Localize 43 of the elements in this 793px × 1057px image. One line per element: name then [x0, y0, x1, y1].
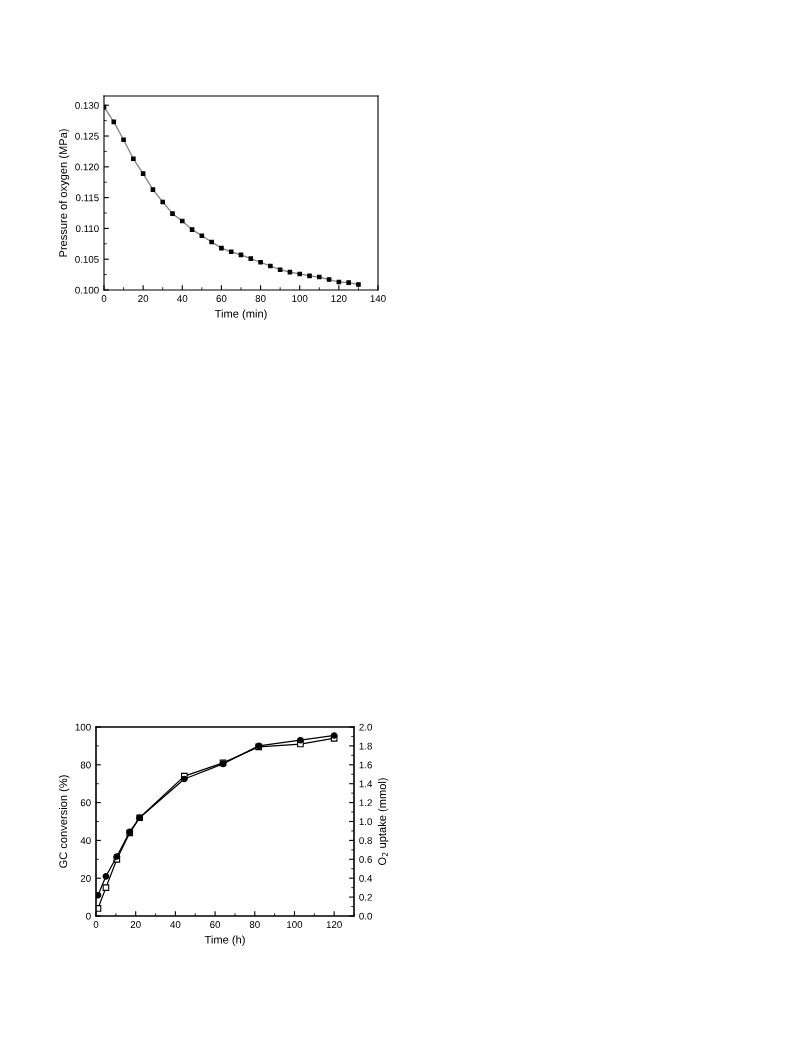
- x-tick-label: 80: [255, 295, 266, 302]
- x-tick-label: 20: [138, 295, 149, 302]
- y-tick-label: 0.105: [75, 255, 99, 263]
- y2-tick-label: 1.4: [359, 780, 373, 788]
- y-tick-label: 20: [80, 874, 91, 882]
- y2-tick-label: 0.0: [359, 912, 372, 920]
- x-tick-label: 40: [177, 295, 188, 302]
- y-tick-label: 0.110: [75, 225, 99, 233]
- x-tick-label: 0: [101, 295, 107, 302]
- y2-tick-label: 1.6: [359, 761, 372, 769]
- y-tick-label: 80: [80, 761, 91, 769]
- y2-tick-label: 0.8: [359, 837, 372, 845]
- x-axis-title: Time (h): [204, 935, 245, 946]
- y-tick-label: 0.100: [75, 286, 99, 294]
- y-tick-label: 100: [75, 723, 91, 731]
- x-tick-label: 140: [370, 295, 386, 302]
- y-tick-label: 0.130: [75, 101, 99, 109]
- y2-tick-label: 0.4: [359, 874, 373, 882]
- y-tick-label: 0.120: [75, 163, 99, 171]
- y2-tick-label: 1.2: [359, 799, 372, 807]
- x-tick-label: 60: [210, 921, 221, 928]
- x-tick-label: 120: [331, 295, 347, 302]
- x-tick-label: 100: [292, 295, 308, 302]
- x-axis-title: Time (min): [214, 309, 267, 320]
- y2-tick-label: 2.0: [359, 723, 372, 731]
- y2-tick-label: 0.2: [359, 893, 372, 901]
- y-tick-label: 60: [80, 799, 91, 807]
- x-tick-label: 20: [130, 921, 141, 928]
- x-tick-label: 40: [170, 921, 181, 928]
- y2-axis-title: O$_{2}$ uptake (mmol): [377, 778, 389, 866]
- y-tick-label: 0: [86, 912, 91, 920]
- y2-tick-label: 0.6: [359, 856, 372, 863]
- x-tick-label: 80: [249, 921, 260, 928]
- y2-tick-label: 1.0: [359, 818, 372, 826]
- y-tick-label: 0.115: [75, 194, 99, 202]
- x-tick-label: 100: [287, 921, 303, 928]
- y-tick-label: 0.125: [75, 132, 99, 140]
- x-tick-label: 60: [216, 295, 227, 302]
- x-tick-label: 120: [326, 921, 342, 928]
- y-axis-title: Pressure of oxygen (MPa): [58, 129, 70, 257]
- y-tick-label: 40: [80, 837, 91, 845]
- y2-tick-label: 1.8: [359, 742, 372, 750]
- y-axis-title: GC conversion (%): [59, 775, 70, 868]
